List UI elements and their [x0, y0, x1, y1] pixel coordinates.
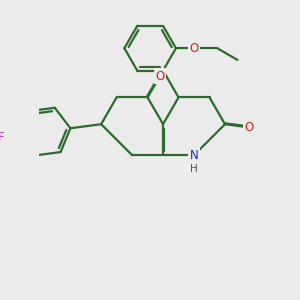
Text: H: H — [190, 164, 198, 174]
Text: O: O — [245, 121, 254, 134]
Text: F: F — [0, 131, 5, 144]
Text: O: O — [155, 70, 164, 83]
Text: O: O — [189, 42, 199, 55]
Text: N: N — [190, 149, 198, 162]
